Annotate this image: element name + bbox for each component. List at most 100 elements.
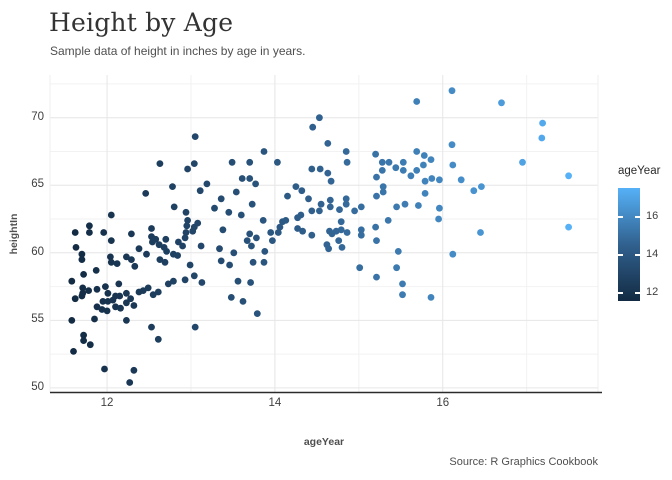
x-tick-label: 16 (436, 397, 450, 409)
data-point (149, 291, 157, 299)
data-point (246, 175, 254, 182)
data-point (107, 258, 115, 266)
data-point (93, 285, 101, 293)
data-point (170, 277, 177, 285)
data-point (116, 292, 124, 300)
data-point (238, 175, 246, 182)
data-point (373, 173, 380, 181)
data-point (174, 252, 182, 259)
data-point (148, 323, 155, 331)
data-point (338, 244, 346, 251)
data-point (184, 217, 192, 224)
data-point (191, 323, 199, 331)
data-point (448, 87, 456, 95)
x-tick-label: 14 (268, 397, 282, 409)
data-point (308, 231, 316, 239)
y-tick-label: 50 (31, 380, 44, 393)
data-point (109, 296, 117, 304)
data-point (299, 227, 306, 235)
data-point (498, 99, 505, 107)
data-point (131, 262, 139, 270)
data-point (248, 200, 256, 208)
data-point (227, 294, 235, 301)
data-point (107, 237, 115, 245)
data-point (169, 183, 176, 191)
data-point (413, 98, 421, 105)
data-point (357, 203, 365, 211)
data-point (181, 276, 189, 284)
caption: Source: R Graphics Cookbook (449, 456, 598, 468)
data-point (226, 261, 234, 269)
data-point (326, 196, 334, 204)
data-point (249, 258, 257, 266)
data-point (181, 234, 189, 242)
data-point (356, 264, 364, 272)
data-point (234, 277, 242, 285)
data-point (393, 264, 400, 272)
legend-tick-mark (618, 291, 623, 294)
data-point (327, 177, 335, 185)
data-point (98, 306, 106, 313)
data-point (394, 248, 402, 255)
data-point (351, 207, 358, 215)
data-point (117, 304, 124, 312)
data-point (478, 183, 485, 191)
data-point (378, 167, 386, 174)
data-point (308, 165, 316, 173)
data-point (230, 249, 238, 257)
data-point (436, 204, 443, 212)
data-point (184, 165, 192, 173)
data-point (243, 237, 251, 245)
data-point (332, 227, 340, 235)
legend-tick-mark (618, 215, 623, 218)
data-point (372, 223, 379, 231)
legend-title: ageYear (618, 165, 661, 177)
data-point (246, 158, 254, 166)
data-point (203, 180, 211, 188)
data-point (372, 150, 379, 158)
data-point (282, 217, 290, 224)
data-point (154, 288, 162, 296)
data-point (71, 229, 79, 236)
data-point (80, 331, 87, 339)
data-point (399, 291, 406, 299)
data-point (155, 241, 163, 249)
legend-tick-label: 16 (646, 209, 659, 222)
data-point (191, 133, 199, 141)
data-point (269, 237, 276, 245)
data-point (68, 277, 76, 285)
data-point (216, 245, 223, 253)
legend-tick-mark (635, 291, 640, 294)
data-point (237, 211, 245, 219)
page-title: Height by Age (49, 8, 234, 37)
x-tick-label: 12 (100, 397, 114, 409)
data-point (71, 295, 79, 303)
data-point (420, 161, 427, 169)
data-point (144, 284, 152, 292)
data-point (72, 244, 80, 251)
data-point (139, 287, 147, 294)
data-point (448, 141, 456, 149)
data-point (217, 257, 225, 265)
data-point (421, 177, 429, 185)
data-point (219, 226, 227, 234)
data-point (326, 203, 334, 211)
data-point (373, 237, 380, 245)
data-point (316, 114, 323, 122)
data-point (80, 271, 87, 278)
data-point (113, 260, 121, 267)
data-point (93, 303, 101, 311)
data-point (324, 140, 332, 147)
data-point (457, 176, 465, 184)
data-point (91, 315, 98, 323)
data-point (130, 366, 138, 374)
data-point (407, 172, 415, 180)
legend-tick-mark (635, 215, 640, 218)
data-point (384, 217, 392, 224)
data-point (247, 279, 255, 286)
data-point (342, 195, 350, 203)
data-point (427, 294, 435, 301)
data-point (297, 211, 305, 219)
